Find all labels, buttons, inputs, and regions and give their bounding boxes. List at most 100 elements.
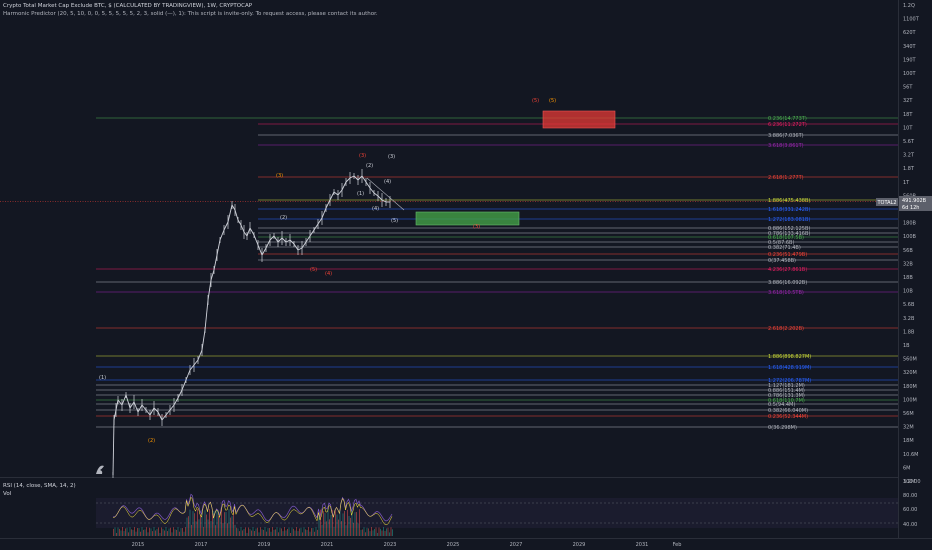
price-segment [227, 204, 233, 223]
volume-bar [195, 521, 197, 536]
wave-label: (5) [532, 98, 539, 104]
volume-bar [192, 511, 194, 536]
indicator-legend[interactable]: Harmonic Predictor (20, 5, 10, 0, 0, 5, … [3, 11, 378, 17]
price-segment [240, 224, 245, 233]
volume-bar [275, 529, 276, 536]
volume-bar [378, 527, 380, 536]
volume-bar [270, 531, 272, 536]
price-axis-label: 340T [903, 44, 917, 50]
fib-level-label: 0.5(87.6B) [768, 240, 794, 246]
fib-level-label: 0.236(52.344M) [768, 414, 808, 420]
volume-bar [333, 526, 335, 536]
volume-bar [246, 532, 248, 536]
time-axis-label: 2029 [573, 542, 586, 548]
volume-bar [149, 527, 150, 536]
volume-bar [222, 523, 224, 536]
price-segment [210, 269, 215, 281]
volume-bar [176, 529, 177, 536]
volume-bar [146, 527, 147, 536]
price-segment [161, 414, 167, 421]
target-zone-green[interactable] [415, 211, 520, 226]
volume-bar [240, 527, 242, 536]
projection-trendline[interactable] [366, 177, 405, 211]
price-segment [219, 229, 225, 241]
volume-bar [137, 528, 138, 536]
price-segment [223, 221, 229, 231]
price-segment [357, 175, 363, 181]
volume-bar [279, 527, 281, 536]
price-segment [157, 411, 163, 421]
symbol-tag [876, 198, 898, 206]
chart-title[interactable]: Crypto Total Market Cap Exclude BTC, $ (… [3, 3, 253, 9]
volume-bar [122, 527, 123, 536]
volume-bar [171, 532, 173, 536]
volume-bar [263, 529, 264, 536]
volume-bar [129, 527, 131, 536]
rsi-legend[interactable]: RSI (14, close, SMA, 14, 2) [3, 483, 76, 489]
price-candles[interactable] [112, 169, 391, 478]
rsi-band [96, 498, 898, 528]
volume-bar [174, 529, 176, 536]
volume-bar [251, 530, 252, 536]
volume-bar [125, 528, 126, 536]
volume-bar [150, 528, 152, 536]
price-segment [369, 187, 375, 194]
volume-bar [387, 527, 389, 536]
volume-bar [281, 528, 282, 536]
price-segment [321, 207, 327, 219]
target-zone-red[interactable] [542, 110, 616, 129]
volume-bar [339, 509, 341, 536]
volume-bar [317, 529, 318, 536]
price-segment [153, 407, 159, 413]
volume-bar [248, 527, 249, 536]
volume-bar [261, 529, 263, 536]
volume-bar [197, 509, 198, 536]
fib-level-label: 4.236(27.861B) [768, 267, 807, 273]
tv-logo-icon[interactable] [96, 465, 104, 474]
price-segment [213, 254, 218, 271]
price-segment [237, 219, 242, 226]
countdown-text: 6d 12h [902, 205, 919, 211]
volume-bars [113, 509, 393, 536]
volume-bar [182, 528, 183, 536]
volume-bar [155, 530, 156, 536]
price-axis-label: 560M [903, 357, 917, 363]
volume-legend[interactable]: Vol [3, 491, 12, 497]
price-segment [325, 199, 331, 209]
price-segment [293, 243, 299, 251]
price-segment [204, 299, 209, 331]
wave-labels: (1)(2)(3)(4)(5)(4)(3)(2)(1)(4)(3)(5)(2)(… [99, 98, 556, 444]
price-axis[interactable]: 1.2Q 1100T 620T 340T 190T 100T 56T 32T 18T 10T 5.6… [903, 3, 920, 485]
volume-bar [164, 530, 165, 536]
volume-bar [294, 530, 296, 536]
volume-bar [132, 529, 134, 536]
wave-label: (5) [549, 98, 556, 104]
time-axis-label: 2031 [636, 542, 649, 548]
fib-level-label: 0.382(66.040M) [768, 408, 808, 414]
price-axis-label: 56M [903, 411, 914, 417]
price-segment [273, 235, 279, 243]
volume-bar [350, 517, 351, 536]
volume-bar [318, 516, 320, 536]
volume-bar [230, 517, 231, 536]
volume-bar [315, 527, 317, 536]
volume-bar [219, 517, 221, 536]
time-axis[interactable]: 2015 2017 2019 2021 2023 2025 2027 2029 2031 Feb [132, 542, 682, 548]
price-segment [125, 394, 131, 409]
rsi-line[interactable] [112, 493, 393, 522]
volume-bar [260, 527, 261, 536]
price-axis-label: 3.2M [903, 479, 915, 485]
price-segment [165, 409, 171, 416]
price-segment [193, 359, 199, 366]
price-axis-label: 620T [903, 30, 917, 36]
volume-bar [311, 528, 312, 536]
volume-bar [359, 509, 360, 536]
volume-bar [383, 527, 384, 536]
volume-bar [338, 519, 339, 536]
volume-bar [209, 509, 210, 536]
price-segment [177, 389, 183, 399]
price-axis-label: 32B [903, 261, 913, 267]
fib-level-label: 1.886(898.827M) [768, 354, 811, 360]
